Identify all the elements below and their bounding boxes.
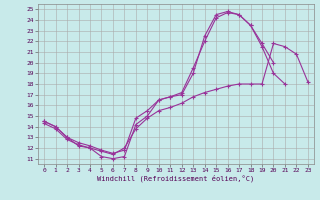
- X-axis label: Windchill (Refroidissement éolien,°C): Windchill (Refroidissement éolien,°C): [97, 175, 255, 182]
